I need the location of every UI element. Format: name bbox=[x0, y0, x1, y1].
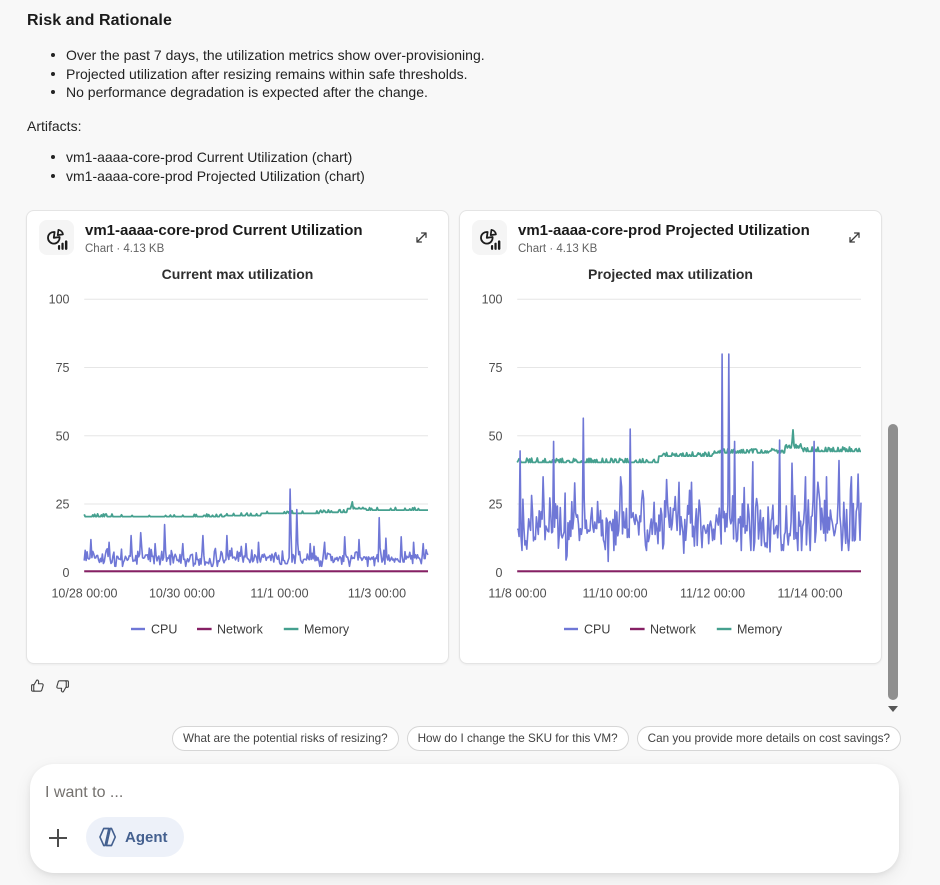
svg-text:11/14 00:00: 11/14 00:00 bbox=[777, 587, 842, 601]
svg-text:75: 75 bbox=[489, 361, 503, 375]
svg-text:Current max utilization: Current max utilization bbox=[162, 266, 314, 282]
svg-text:50: 50 bbox=[489, 429, 503, 443]
svg-text:0: 0 bbox=[63, 566, 70, 580]
svg-text:100: 100 bbox=[482, 293, 503, 307]
svg-text:10/30 00:00: 10/30 00:00 bbox=[149, 587, 215, 601]
svg-text:CPU: CPU bbox=[584, 623, 610, 637]
svg-text:100: 100 bbox=[49, 293, 70, 307]
svg-text:25: 25 bbox=[56, 498, 70, 512]
svg-text:11/12 00:00: 11/12 00:00 bbox=[680, 587, 745, 601]
svg-text:0: 0 bbox=[496, 566, 503, 580]
svg-text:11/8 00:00: 11/8 00:00 bbox=[488, 587, 546, 601]
svg-text:50: 50 bbox=[56, 429, 70, 443]
svg-text:11/10 00:00: 11/10 00:00 bbox=[582, 587, 647, 601]
svg-text:Memory: Memory bbox=[304, 623, 350, 637]
svg-text:Network: Network bbox=[217, 623, 264, 637]
svg-text:Memory: Memory bbox=[737, 623, 783, 637]
svg-text:10/28 00:00: 10/28 00:00 bbox=[51, 587, 117, 601]
svg-text:11/1 00:00: 11/1 00:00 bbox=[250, 587, 308, 601]
svg-text:25: 25 bbox=[489, 498, 503, 512]
svg-text:75: 75 bbox=[56, 361, 70, 375]
svg-text:CPU: CPU bbox=[151, 623, 177, 637]
svg-text:Network: Network bbox=[650, 623, 697, 637]
svg-text:11/3 00:00: 11/3 00:00 bbox=[348, 587, 406, 601]
svg-text:Projected max utilization: Projected max utilization bbox=[588, 266, 753, 282]
